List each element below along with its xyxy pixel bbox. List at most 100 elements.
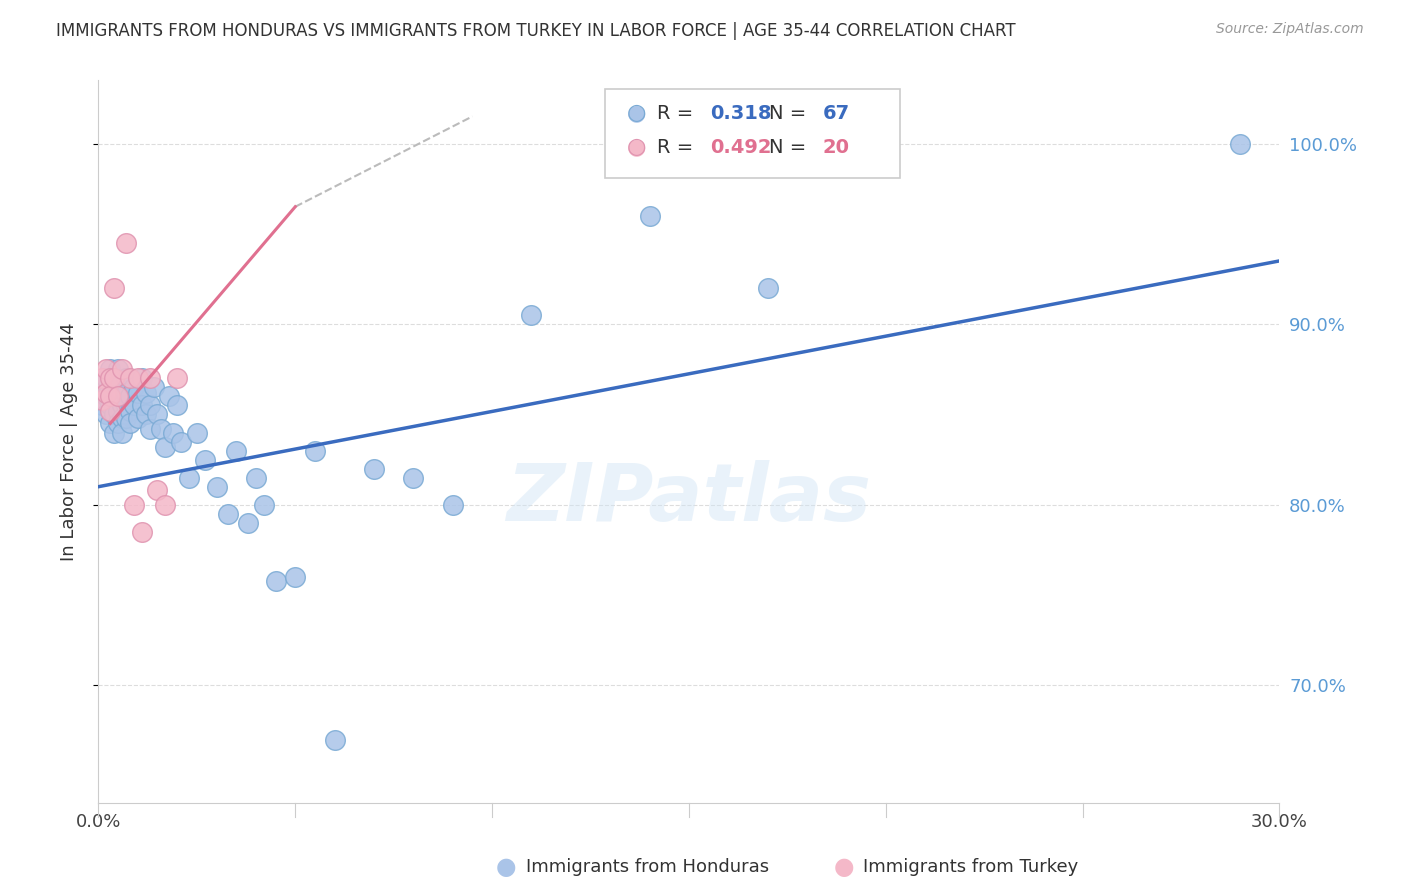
Point (402, 470, 425, 484)
Text: 20: 20 (823, 137, 849, 157)
Point (131, 398, 153, 412)
Text: N =: N = (769, 103, 813, 123)
Point (155, 440, 177, 454)
Point (103, 371, 125, 385)
Point (363, 461, 385, 475)
Text: R =: R = (657, 103, 699, 123)
Point (194, 452, 217, 467)
Point (520, 308, 543, 322)
Point (96, 371, 118, 385)
Point (98, 362, 121, 376)
Point (107, 380, 129, 394)
Text: IMMIGRANTS FROM HONDURAS VS IMMIGRANTS FROM TURKEY IN LABOR FORCE | AGE 35-44 CO: IMMIGRANTS FROM HONDURAS VS IMMIGRANTS F… (56, 22, 1017, 40)
Point (135, 408, 157, 422)
Point (127, 371, 149, 385)
Point (122, 380, 145, 394)
Point (264, 574, 287, 588)
Point (138, 371, 160, 385)
Point (96, 389, 118, 403)
Point (107, 392, 129, 407)
Point (111, 411, 134, 425)
Point (98, 389, 121, 403)
Point (115, 235, 138, 250)
Point (142, 380, 165, 394)
Point (103, 408, 125, 422)
Point (115, 398, 138, 412)
Point (115, 371, 138, 385)
Point (103, 281, 125, 295)
Point (111, 362, 134, 376)
Point (122, 498, 145, 512)
Text: Source: ZipAtlas.com: Source: ZipAtlas.com (1216, 22, 1364, 37)
Point (111, 385, 134, 400)
Point (138, 398, 160, 412)
Point (118, 371, 141, 385)
Point (91, 380, 114, 394)
Point (91, 371, 114, 385)
Point (115, 411, 138, 425)
Point (118, 404, 141, 418)
Point (217, 507, 239, 521)
Point (441, 498, 464, 512)
Point (98, 417, 121, 431)
Point (98, 404, 121, 418)
Point (146, 408, 169, 422)
Text: 0.318: 0.318 (710, 103, 772, 123)
Point (166, 398, 188, 412)
Point (96, 385, 118, 400)
Point (118, 389, 141, 403)
Text: R =: R = (657, 137, 699, 157)
Text: 0.492: 0.492 (710, 137, 772, 157)
Point (91, 398, 114, 412)
Y-axis label: In Labor Force | Age 35-44: In Labor Force | Age 35-44 (59, 322, 77, 561)
Point (146, 483, 169, 498)
Point (150, 422, 173, 436)
Point (111, 398, 134, 412)
Text: Immigrants from Turkey: Immigrants from Turkey (863, 858, 1078, 876)
Point (756, 281, 779, 295)
Point (131, 371, 153, 385)
Point (253, 498, 276, 512)
Text: ●: ● (627, 137, 647, 157)
Point (115, 385, 138, 400)
Point (205, 480, 228, 494)
Point (96, 408, 118, 422)
Point (103, 375, 125, 389)
Point (118, 417, 141, 431)
Point (98, 389, 121, 403)
Point (225, 443, 247, 458)
Point (96, 362, 118, 376)
Point (155, 498, 177, 512)
Point (162, 425, 184, 440)
Point (107, 362, 129, 376)
Text: ZIPatlas: ZIPatlas (506, 460, 872, 539)
Text: Immigrants from Honduras: Immigrants from Honduras (526, 858, 769, 876)
Point (186, 425, 208, 440)
Text: ○: ○ (627, 137, 647, 157)
Point (170, 434, 193, 449)
Point (127, 411, 149, 425)
Text: ●: ● (834, 855, 853, 879)
Text: N =: N = (769, 137, 813, 157)
Text: 67: 67 (823, 103, 849, 123)
Point (111, 425, 134, 440)
Text: ●: ● (496, 855, 516, 879)
Point (304, 443, 326, 458)
Point (98, 398, 121, 412)
Point (638, 209, 661, 223)
Point (157, 389, 180, 403)
Point (107, 417, 129, 431)
Point (284, 570, 307, 584)
Point (103, 425, 125, 440)
Point (166, 371, 188, 385)
Point (245, 470, 267, 484)
Point (98, 371, 121, 385)
Point (91, 392, 114, 407)
Point (236, 516, 259, 530)
Point (1229, 136, 1251, 151)
Text: ○: ○ (627, 103, 647, 123)
Text: ●: ● (627, 103, 647, 123)
Point (138, 422, 160, 436)
Point (323, 732, 346, 747)
Point (122, 398, 145, 412)
